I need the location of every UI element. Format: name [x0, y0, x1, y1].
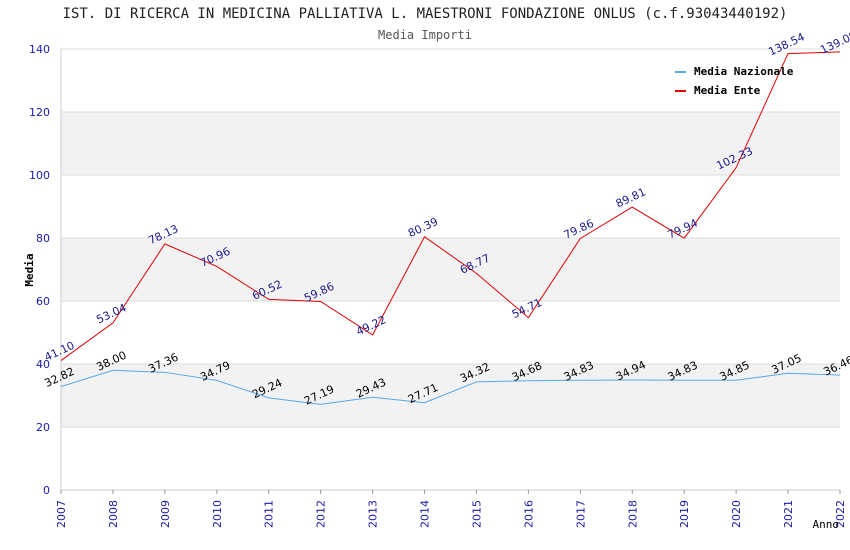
grid-band	[61, 364, 840, 427]
x-tick-label: 2016	[522, 500, 535, 528]
y-tick-label: 20	[36, 421, 50, 434]
y-tick-label: 0	[43, 484, 50, 497]
legend-label-media-nazionale: Media Nazionale	[694, 65, 794, 78]
x-tick-label: 2020	[730, 500, 743, 528]
y-tick-label: 120	[29, 106, 50, 119]
x-tick-label: 2011	[263, 500, 276, 528]
series-line-media-nazionale	[60, 369, 841, 405]
data-label-media-ente: 53.04	[94, 301, 128, 326]
y-tick-label: 80	[36, 232, 50, 245]
x-tick-label: 2007	[55, 500, 68, 528]
y-tick-label: 60	[36, 295, 50, 308]
legend-label-media-ente: Media Ente	[694, 84, 761, 97]
x-tick-label: 2012	[315, 500, 328, 528]
data-label-media-ente: 138.54	[766, 30, 806, 58]
x-tick-label: 2014	[419, 500, 432, 528]
grid-bands	[61, 48, 840, 491]
chart-subtitle: Media Importi	[378, 28, 472, 42]
x-tick-label: 2021	[782, 500, 795, 528]
y-axis-label: Media	[23, 253, 36, 286]
axes	[60, 49, 840, 491]
series-line-media-ente	[60, 51, 841, 361]
x-tick-label: 2013	[367, 500, 380, 528]
y-tick-label: 40	[36, 358, 50, 371]
y-tick-label: 100	[29, 169, 50, 182]
grid-band	[61, 112, 840, 175]
x-tick-label: 2015	[470, 500, 483, 528]
data-label-media-ente: 41.10	[42, 339, 76, 364]
x-axis-label: Anno	[813, 518, 840, 531]
data-label-media-ente: 80.39	[406, 215, 440, 240]
x-tick-label: 2017	[574, 500, 587, 528]
y-axis-ticks: 0 20 40 60 80 100 120 140	[29, 43, 50, 497]
x-tick-label: 2022	[834, 500, 847, 528]
y-tick-label: 140	[29, 43, 50, 56]
legend: Media Nazionale Media Ente	[675, 65, 794, 97]
x-axis-ticks: 2007 2008 2009 2010 2011 2012 2013 2014 2015 2016…	[55, 490, 847, 528]
chart-title: IST. DI RICERCA IN MEDICINA PALLIATIVA L…	[63, 6, 788, 22]
grid-band	[61, 238, 840, 301]
x-tick-label: 2009	[159, 500, 172, 528]
x-tick-label: 2008	[107, 500, 120, 528]
x-tick-label: 2018	[626, 500, 639, 528]
x-tick-label: 2019	[678, 500, 691, 528]
data-label-media-ente: 89.81	[614, 185, 648, 210]
x-tick-label: 2010	[211, 500, 224, 528]
